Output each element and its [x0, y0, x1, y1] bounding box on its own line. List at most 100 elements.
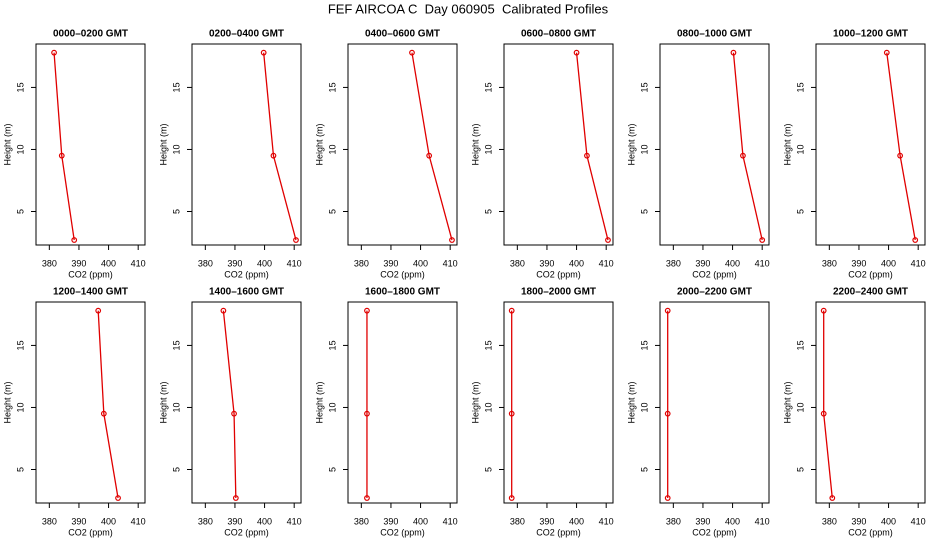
- x-tick-label: 410: [443, 516, 458, 526]
- point: [100, 410, 107, 417]
- point: [730, 49, 737, 56]
- profile-line: [53, 52, 75, 241]
- profile-line: [97, 310, 119, 499]
- x-tick-label: 380: [510, 258, 525, 268]
- panel-title: 0000–0200 GMT: [53, 29, 128, 40]
- point: [912, 237, 919, 243]
- y-tick-label: 10: [639, 144, 649, 154]
- plot-frame: [191, 301, 302, 504]
- plot-frame: [35, 301, 146, 504]
- x-tick-label: 380: [198, 258, 213, 268]
- x-tick-label: 380: [42, 258, 57, 268]
- x-axis-label: CO2 (ppm): [68, 527, 113, 537]
- panel-title: 1200–1400 GMT: [53, 287, 128, 298]
- x-tick-label: 380: [198, 516, 213, 526]
- point: [897, 152, 904, 159]
- point: [270, 152, 277, 159]
- x-axis-label: CO2 (ppm): [380, 527, 425, 537]
- point: [605, 237, 611, 243]
- panel-title: 0600–0800 GMT: [521, 29, 596, 40]
- point: [364, 495, 370, 501]
- y-tick-label: 5: [171, 467, 181, 472]
- plot-frame: [347, 301, 458, 504]
- plot-frame: [347, 43, 458, 246]
- point: [883, 49, 890, 56]
- y-tick-label: 5: [327, 467, 337, 472]
- x-tick-label: 410: [287, 258, 302, 268]
- y-tick-label: 15: [483, 82, 493, 92]
- point: [759, 237, 766, 243]
- y-tick-label: 5: [639, 467, 649, 472]
- profile-line: [575, 52, 609, 241]
- y-tick-label: 15: [795, 82, 805, 92]
- y-axis-label: Height (m): [314, 123, 324, 165]
- x-tick-label: 400: [413, 516, 428, 526]
- plot-frame: [191, 43, 302, 246]
- y-tick-label: 10: [171, 402, 181, 412]
- y-tick-label: 5: [483, 209, 493, 214]
- x-tick-label: 390: [71, 258, 86, 268]
- y-axis-label: Height (m): [470, 123, 480, 165]
- x-tick-label: 390: [227, 516, 242, 526]
- panel-title: 0800–1000 GMT: [677, 29, 752, 40]
- point: [260, 49, 267, 56]
- point: [508, 495, 515, 501]
- x-tick-label: 400: [725, 516, 740, 526]
- profile-line: [411, 52, 453, 241]
- x-tick-label: 400: [413, 258, 428, 268]
- x-tick-label: 380: [42, 516, 57, 526]
- point: [829, 495, 836, 501]
- x-tick-label: 410: [287, 516, 302, 526]
- y-axis-label: Height (m): [2, 123, 12, 165]
- x-tick-label: 400: [257, 516, 272, 526]
- x-tick-label: 400: [725, 258, 740, 268]
- point: [231, 410, 237, 417]
- x-axis-label: CO2 (ppm): [692, 269, 737, 279]
- x-tick-label: 400: [569, 258, 584, 268]
- x-tick-label: 410: [131, 258, 146, 268]
- x-tick-label: 410: [443, 258, 458, 268]
- y-axis-label: Height (m): [782, 123, 792, 165]
- y-tick-label: 5: [327, 209, 337, 214]
- x-tick-label: 390: [695, 516, 710, 526]
- y-tick-label: 15: [327, 82, 337, 92]
- x-tick-label: 390: [851, 516, 866, 526]
- x-tick-label: 410: [131, 516, 146, 526]
- point: [71, 237, 78, 243]
- point: [364, 410, 370, 417]
- point: [508, 307, 515, 314]
- x-tick-label: 410: [911, 258, 926, 268]
- x-tick-label: 410: [599, 258, 614, 268]
- point: [115, 495, 121, 501]
- x-axis-label: CO2 (ppm): [536, 527, 581, 537]
- x-tick-label: 410: [599, 516, 614, 526]
- x-axis-label: CO2 (ppm): [68, 269, 113, 279]
- x-axis-label: CO2 (ppm): [224, 527, 269, 537]
- x-tick-label: 400: [881, 258, 896, 268]
- x-tick-label: 380: [510, 516, 525, 526]
- y-tick-label: 10: [171, 144, 181, 154]
- x-tick-label: 400: [101, 516, 116, 526]
- y-tick-label: 5: [483, 467, 493, 472]
- x-tick-label: 380: [666, 516, 681, 526]
- plot-frame: [659, 43, 770, 246]
- point: [573, 49, 580, 56]
- y-axis-label: Height (m): [158, 381, 168, 423]
- y-tick-label: 5: [639, 209, 649, 214]
- y-tick-label: 10: [795, 144, 805, 154]
- x-tick-label: 390: [383, 516, 398, 526]
- panel-title: 1400–1600 GMT: [209, 287, 284, 298]
- x-tick-label: 410: [755, 258, 770, 268]
- x-tick-label: 390: [539, 258, 554, 268]
- point: [51, 49, 57, 56]
- y-tick-label: 5: [171, 209, 181, 214]
- y-axis-label: Height (m): [2, 381, 12, 423]
- y-tick-label: 15: [15, 340, 25, 350]
- panel-title: 0400–0600 GMT: [365, 29, 440, 40]
- point: [820, 410, 827, 417]
- plot-frame: [815, 301, 926, 504]
- x-tick-label: 390: [383, 258, 398, 268]
- x-tick-label: 390: [539, 516, 554, 526]
- point: [584, 152, 590, 159]
